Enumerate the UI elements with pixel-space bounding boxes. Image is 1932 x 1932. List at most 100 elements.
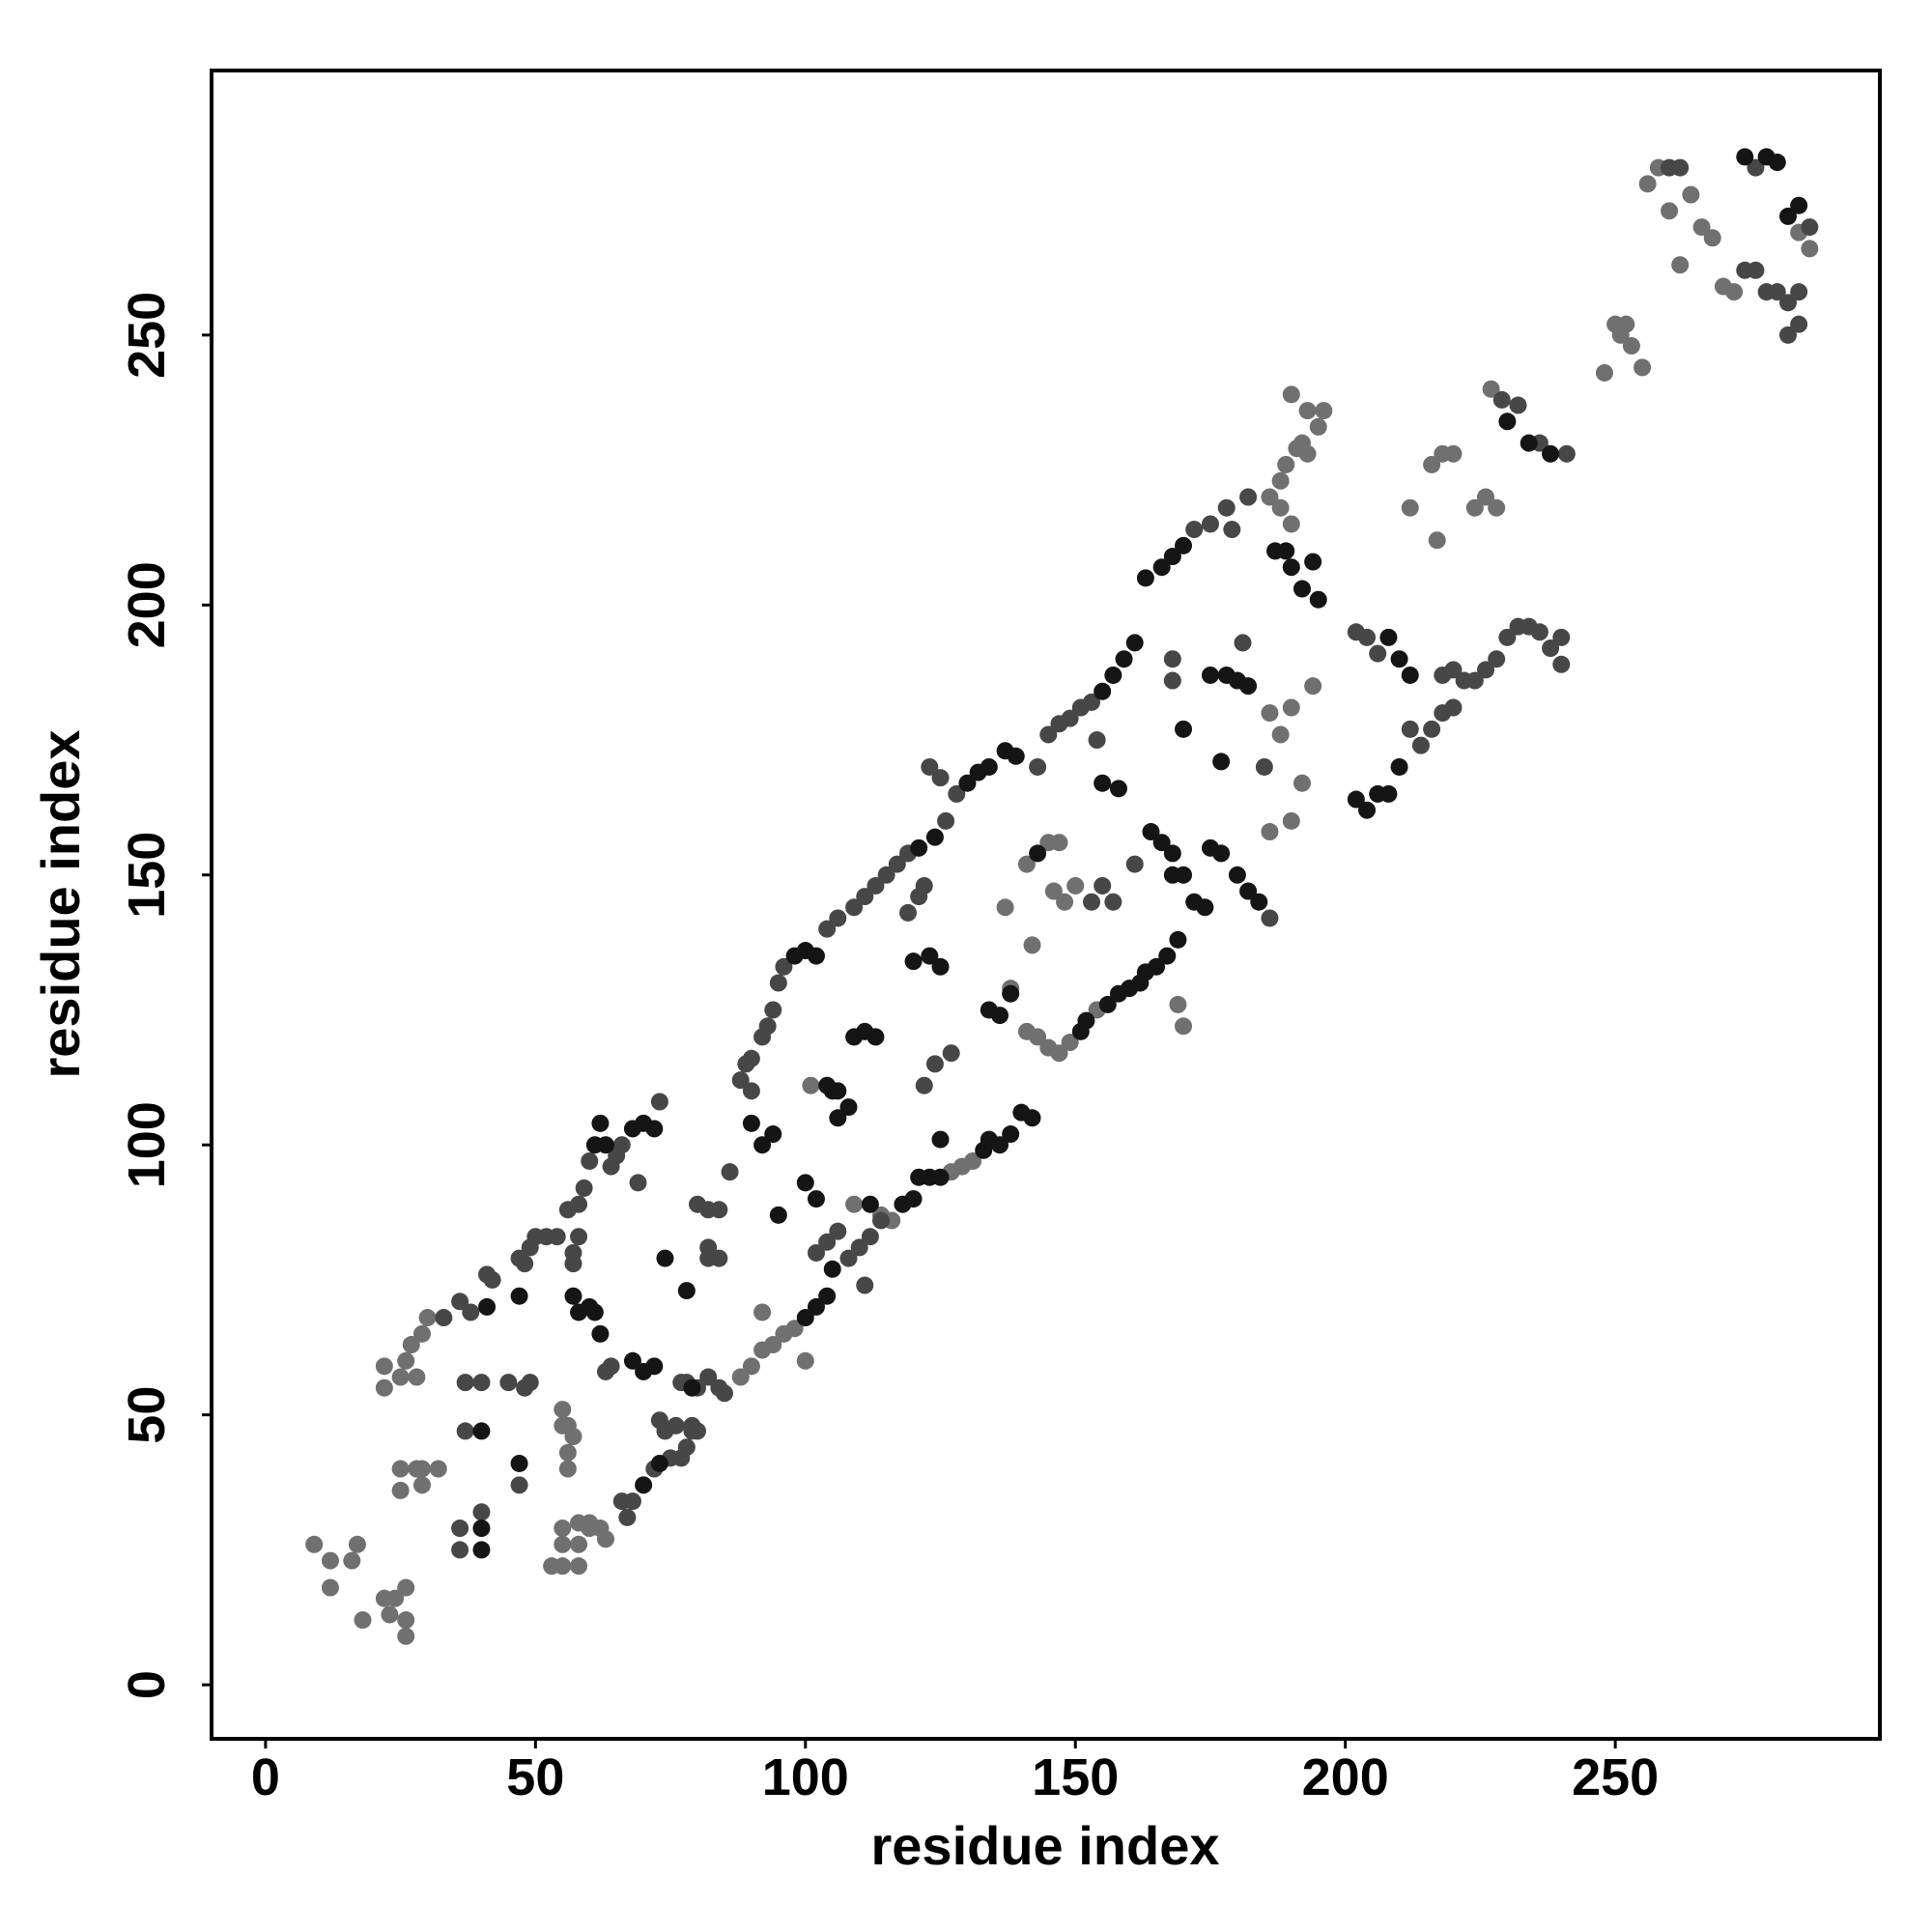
point [1778,326,1797,344]
point [769,974,787,992]
point [850,1238,868,1257]
point [829,1222,847,1240]
point [1239,677,1258,696]
point [499,1374,518,1392]
point [867,876,885,895]
x-tick-label: 250 [1572,1748,1659,1806]
point [418,1309,437,1327]
point [715,1384,733,1403]
point [1163,650,1181,668]
point [1444,444,1463,463]
point [1282,385,1300,404]
point [354,1611,372,1630]
point [564,1287,582,1305]
point [1271,498,1290,517]
point [391,1368,410,1386]
point [1747,158,1765,177]
point [1298,444,1317,463]
point [596,1530,614,1548]
point [807,947,825,965]
point [575,1179,593,1197]
point [1282,811,1300,830]
point [796,1309,814,1327]
point [629,1174,647,1192]
point [1212,844,1231,863]
point [483,1270,501,1289]
point [845,1195,864,1213]
point [472,1520,491,1538]
point [1293,774,1311,792]
point [731,1368,750,1386]
point [1066,876,1085,895]
y-tick-label: 50 [118,1386,176,1444]
point [570,1195,588,1213]
point [1148,957,1166,976]
point [1094,774,1112,792]
point [1379,784,1398,803]
point [581,1514,599,1532]
point [472,1541,491,1559]
point [1212,753,1231,771]
point [1261,909,1279,927]
point [596,1136,614,1154]
point [1309,417,1327,436]
point [462,1303,480,1321]
point [742,1082,760,1100]
point [1444,698,1463,717]
point [915,1076,933,1094]
point [650,1454,668,1472]
point [839,1249,858,1267]
point [1298,402,1317,420]
point [1061,1034,1079,1052]
point [1304,677,1322,696]
point [904,952,923,971]
point [456,1374,474,1392]
point [1768,283,1786,301]
point [1098,995,1117,1013]
point [1611,326,1630,344]
point [721,1163,739,1181]
x-tick-label: 50 [506,1748,564,1806]
point [397,1611,415,1630]
point [386,1589,405,1607]
point [996,898,1014,917]
point [1411,736,1430,754]
point [1423,720,1441,738]
point [1152,834,1171,852]
point [1498,412,1517,431]
point [564,1243,582,1262]
point [861,1228,879,1246]
point [1634,358,1652,377]
point [570,1228,588,1246]
point [321,1551,339,1570]
plot-frame [210,69,1882,1741]
point [1423,455,1441,473]
point [958,774,977,792]
point [375,1378,393,1397]
point [558,1443,577,1462]
point [591,1324,610,1343]
point [1125,855,1144,873]
point [635,1476,653,1494]
point [1271,471,1290,490]
point [1044,882,1063,900]
point [1083,893,1101,911]
point [1703,229,1721,247]
point [570,1535,588,1553]
point [645,1357,664,1376]
point [742,1049,760,1067]
point [1250,893,1268,911]
point [564,1428,582,1446]
point [1050,1044,1068,1063]
point [1444,661,1463,679]
x-tick-label: 0 [251,1748,280,1806]
point [904,1190,923,1208]
point [856,888,874,906]
point [429,1460,447,1478]
point [1379,628,1398,646]
point [1347,790,1365,809]
point [478,1297,497,1316]
point [343,1551,361,1570]
point [818,1233,837,1251]
point [1277,455,1295,473]
